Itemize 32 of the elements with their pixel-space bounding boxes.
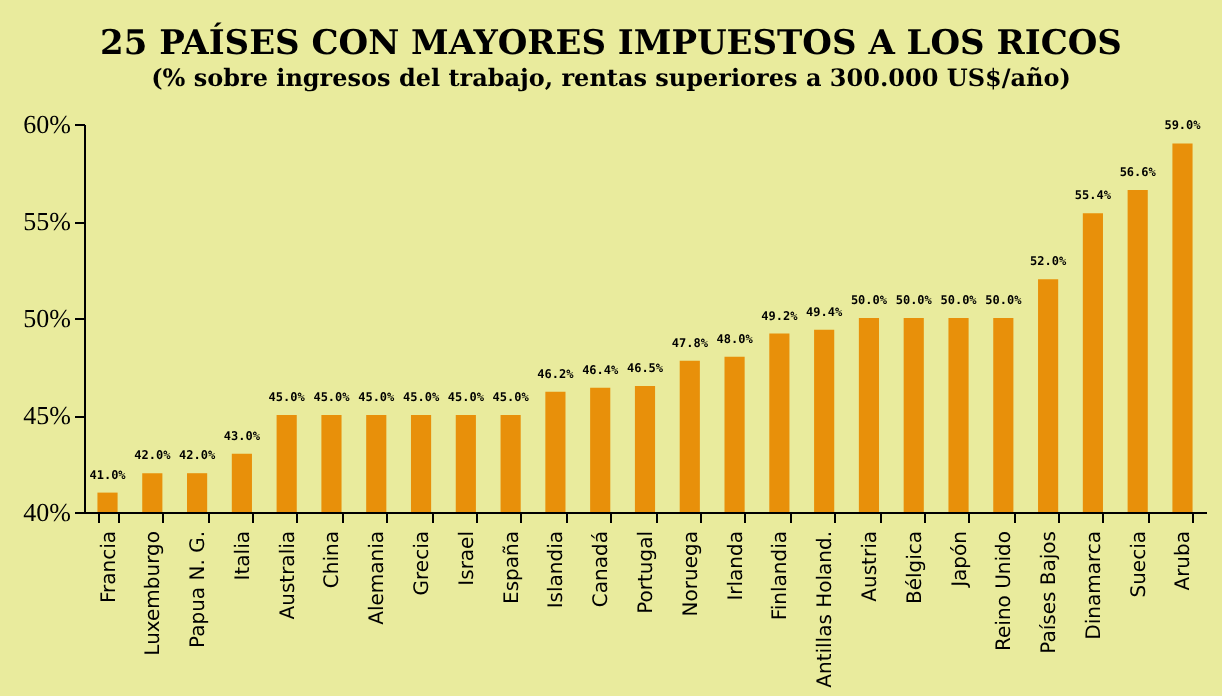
chart-subtitle: (% sobre ingresos del trabajo, rentas superiores a 300.000 US$/año) bbox=[151, 64, 1071, 92]
x-tick-label: China bbox=[322, 531, 345, 589]
x-tick-label: Suecia bbox=[1128, 531, 1151, 598]
x-tick-label: Antillas Holand. bbox=[815, 531, 838, 688]
x-tick-label: Austria bbox=[859, 531, 882, 602]
x-tick-label: Alemania bbox=[367, 531, 390, 625]
chart-title: 25 PAÍSES CON MAYORES IMPUESTOS A LOS RICOS bbox=[100, 22, 1122, 64]
x-tick-label: Luxemburgo bbox=[143, 531, 166, 656]
x-tick-label: Dinamarca bbox=[1083, 531, 1106, 640]
x-tick-label: Países Bajos bbox=[1039, 531, 1062, 654]
x-tick-label: Finlandia bbox=[770, 531, 793, 621]
x-tick-label: Italia bbox=[232, 531, 255, 581]
x-tick-label: Papua N. G. bbox=[188, 531, 211, 648]
x-tick-label: Irlanda bbox=[725, 531, 748, 601]
x-tick-label: Noruega bbox=[680, 531, 703, 617]
x-tick-label: Aruba bbox=[1173, 531, 1196, 591]
x-tick-label: Canadá bbox=[591, 531, 614, 608]
y-tick-label: 60% bbox=[23, 109, 72, 139]
x-tick-label: Israel bbox=[456, 531, 479, 586]
y-tick-label: 50% bbox=[23, 303, 72, 333]
x-tick-label: España bbox=[501, 531, 524, 604]
y-tick-label: 40% bbox=[23, 497, 72, 527]
x-tick-label: Australia bbox=[277, 531, 300, 620]
y-tick-label: 55% bbox=[23, 206, 72, 236]
x-tick-label: Portugal bbox=[636, 531, 658, 614]
x-tick-label: Bélgica bbox=[904, 531, 927, 605]
x-tick-label: Reino Unido bbox=[994, 531, 1017, 651]
x-tick-label: Grecia bbox=[412, 531, 435, 596]
x-tick-label: Japón bbox=[949, 531, 972, 589]
x-tick-label: Islandia bbox=[546, 531, 569, 609]
x-tick-label: Francia bbox=[98, 531, 121, 604]
y-tick-label: 45% bbox=[23, 400, 72, 430]
